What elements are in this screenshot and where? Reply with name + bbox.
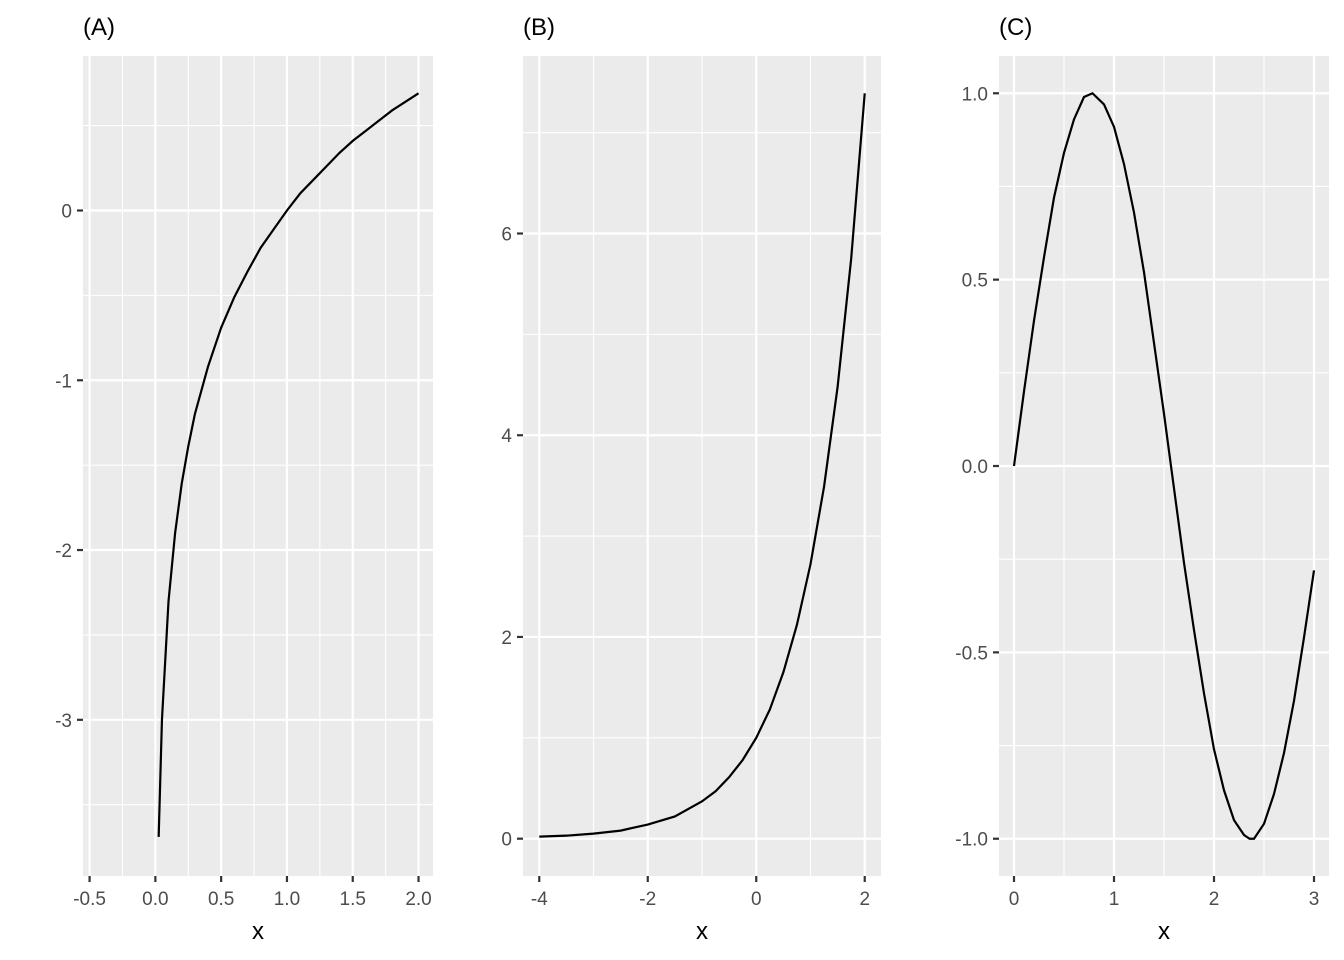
panel-c-curve bbox=[1012, 91, 1316, 840]
panel-c-y-tick-label: 1.0 bbox=[962, 84, 988, 105]
panel-c-y-tick-label: -0.5 bbox=[955, 643, 988, 664]
panel-b-y-tick-label: 6 bbox=[501, 225, 512, 246]
panel-c: (C) 0 1 2 3 -1.0 -0.5 0.0 0.5 1.0 x bbox=[955, 14, 1329, 945]
panel-a-x-axis: -0.5 0.0 0.5 1.0 1.5 2.0 bbox=[73, 876, 432, 910]
panel-b: (B) -4 -2 0 2 0 2 4 6 x bbox=[501, 14, 881, 945]
panel-b-x-tick-label: 2 bbox=[859, 889, 870, 910]
panel-c-x-tick-label: 0 bbox=[1009, 889, 1020, 910]
panel-c-x-tick-label: 3 bbox=[1309, 889, 1320, 910]
panel-a-curve bbox=[157, 92, 420, 837]
panel-b-x-axis-title: x bbox=[696, 918, 708, 945]
panel-b-y-tick-label: 4 bbox=[501, 426, 512, 447]
panel-c-y-tick-label: 0.5 bbox=[962, 271, 988, 292]
panel-a-y-tick-label: -3 bbox=[55, 711, 72, 732]
panel-b-grid bbox=[523, 56, 881, 876]
panel-b-title: (B) bbox=[523, 14, 555, 41]
panel-c-y-axis: -1.0 -0.5 0.0 0.5 1.0 bbox=[955, 84, 999, 851]
panel-a-x-tick-label: 1.0 bbox=[274, 889, 300, 910]
panel-a-y-tick-label: -1 bbox=[55, 371, 72, 392]
panel-a: (A) -0.5 0.0 0.5 1.0 1.5 2.0 -3 -2 -1 0 x bbox=[55, 14, 433, 945]
panel-b-x-tick-label: 0 bbox=[751, 889, 762, 910]
panel-a-grid bbox=[83, 56, 433, 876]
panel-a-x-axis-title: x bbox=[252, 918, 264, 945]
panel-b-curve bbox=[539, 93, 866, 838]
panel-a-x-tick-label: 0.0 bbox=[142, 889, 168, 910]
panel-a-title: (A) bbox=[83, 14, 115, 41]
panel-b-x-tick-label: -4 bbox=[531, 889, 548, 910]
panel-b-x-axis: -4 -2 0 2 bbox=[531, 876, 870, 910]
panel-b-y-tick-label: 2 bbox=[501, 628, 512, 649]
panel-b-x-tick-label: -2 bbox=[639, 889, 656, 910]
panel-a-x-tick-label: 1.5 bbox=[340, 889, 366, 910]
panel-c-title: (C) bbox=[999, 14, 1032, 41]
panel-c-y-tick-label: 0.0 bbox=[962, 457, 988, 478]
panel-a-x-tick-label: -0.5 bbox=[73, 889, 106, 910]
panel-c-x-axis: 0 1 2 3 bbox=[1009, 876, 1320, 910]
panel-c-x-tick-label: 1 bbox=[1109, 889, 1120, 910]
panel-c-y-tick-label: -1.0 bbox=[955, 830, 988, 851]
panel-b-y-tick-label: 0 bbox=[501, 830, 512, 851]
panel-a-x-tick-label: 2.0 bbox=[405, 889, 431, 910]
panel-a-plot-area bbox=[83, 56, 433, 876]
panel-a-y-axis: -3 -2 -1 0 bbox=[55, 201, 83, 732]
panel-a-x-tick-label: 0.5 bbox=[208, 889, 234, 910]
panel-c-x-tick-label: 2 bbox=[1209, 889, 1220, 910]
panel-a-y-tick-label: 0 bbox=[61, 201, 72, 222]
panel-b-y-axis: 0 2 4 6 bbox=[501, 225, 523, 851]
panel-c-x-axis-title: x bbox=[1158, 918, 1170, 945]
panel-a-y-tick-label: -2 bbox=[55, 541, 72, 562]
